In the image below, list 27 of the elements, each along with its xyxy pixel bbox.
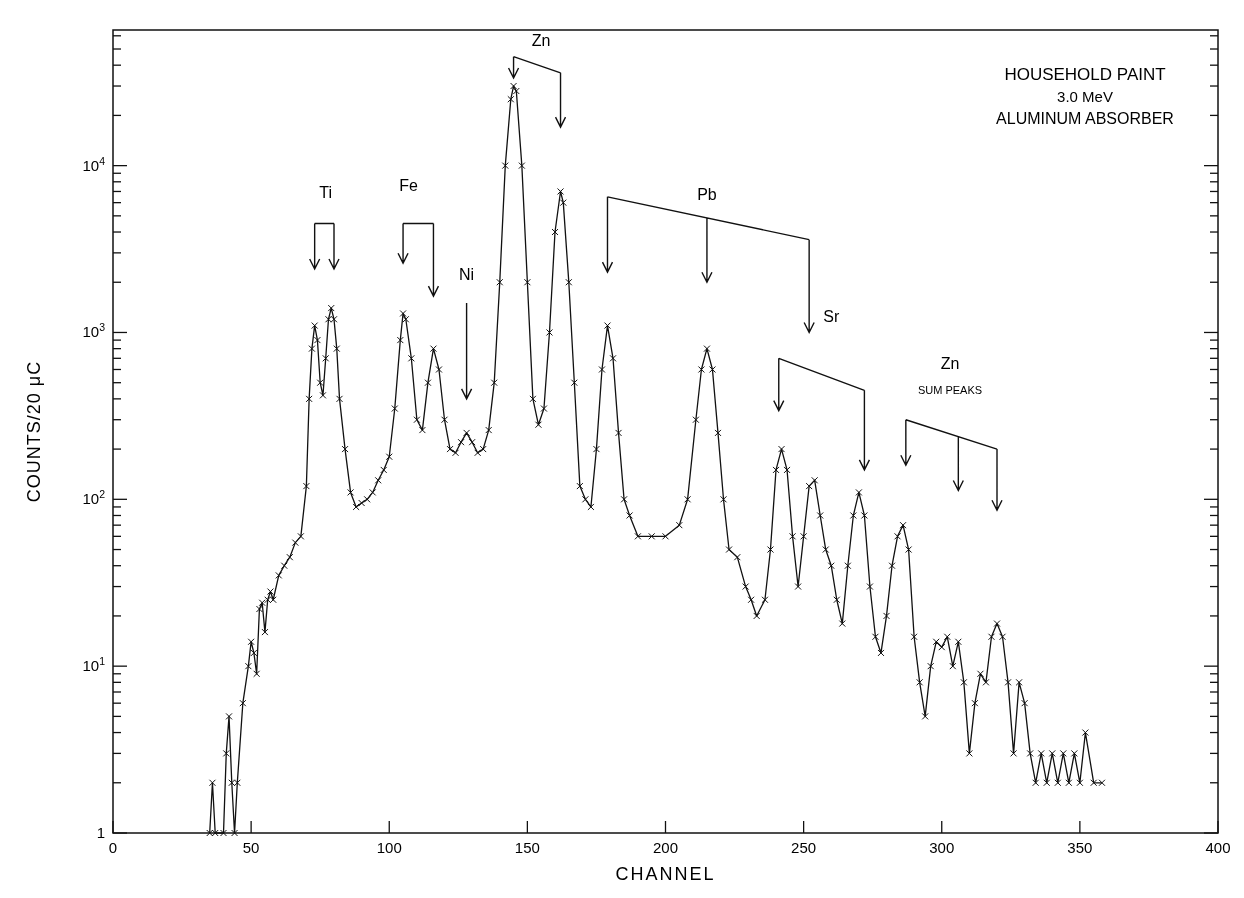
annotation: Zn xyxy=(531,32,551,50)
x-tick-label: 100 xyxy=(376,839,402,856)
annotation: Zn xyxy=(940,355,960,373)
x-tick-label: 350 xyxy=(1067,839,1093,856)
x-tick-label: 0 xyxy=(108,839,118,856)
y-tick-label: 10$^{1}$ xyxy=(82,655,106,675)
x-tick-label: 250 xyxy=(791,839,817,856)
x-tick-label: 300 xyxy=(929,839,955,856)
x-tick-label: 150 xyxy=(514,839,540,856)
x-tick-label: 50 xyxy=(242,839,260,856)
y-tick-label: 1 xyxy=(96,824,105,841)
annotation: Ti xyxy=(319,183,333,201)
y-tick-label: 10$^{4}$ xyxy=(82,154,106,174)
annotation: Fe xyxy=(399,177,419,195)
x-tick-label: 400 xyxy=(1205,839,1231,856)
y-tick-label: 10$^{2}$ xyxy=(82,488,106,508)
annotation: ALUMINUM ABSORBER xyxy=(996,110,1174,127)
annotation: Pb xyxy=(697,186,717,204)
text: 3.0 MeV xyxy=(1057,88,1113,105)
annotation: SUM PEAKS xyxy=(917,383,983,396)
y-tick-label: 10$^{3}$ xyxy=(82,321,106,341)
x-axis-title: CHANNEL xyxy=(615,864,716,884)
y-axis-title: COUNTS/20 μC xyxy=(24,360,44,503)
text: HOUSEHOLD PAINT xyxy=(1004,65,1166,84)
annotation: Ni xyxy=(459,266,475,284)
annotation: Sr xyxy=(823,308,840,326)
x-tick-label: 200 xyxy=(652,839,679,856)
